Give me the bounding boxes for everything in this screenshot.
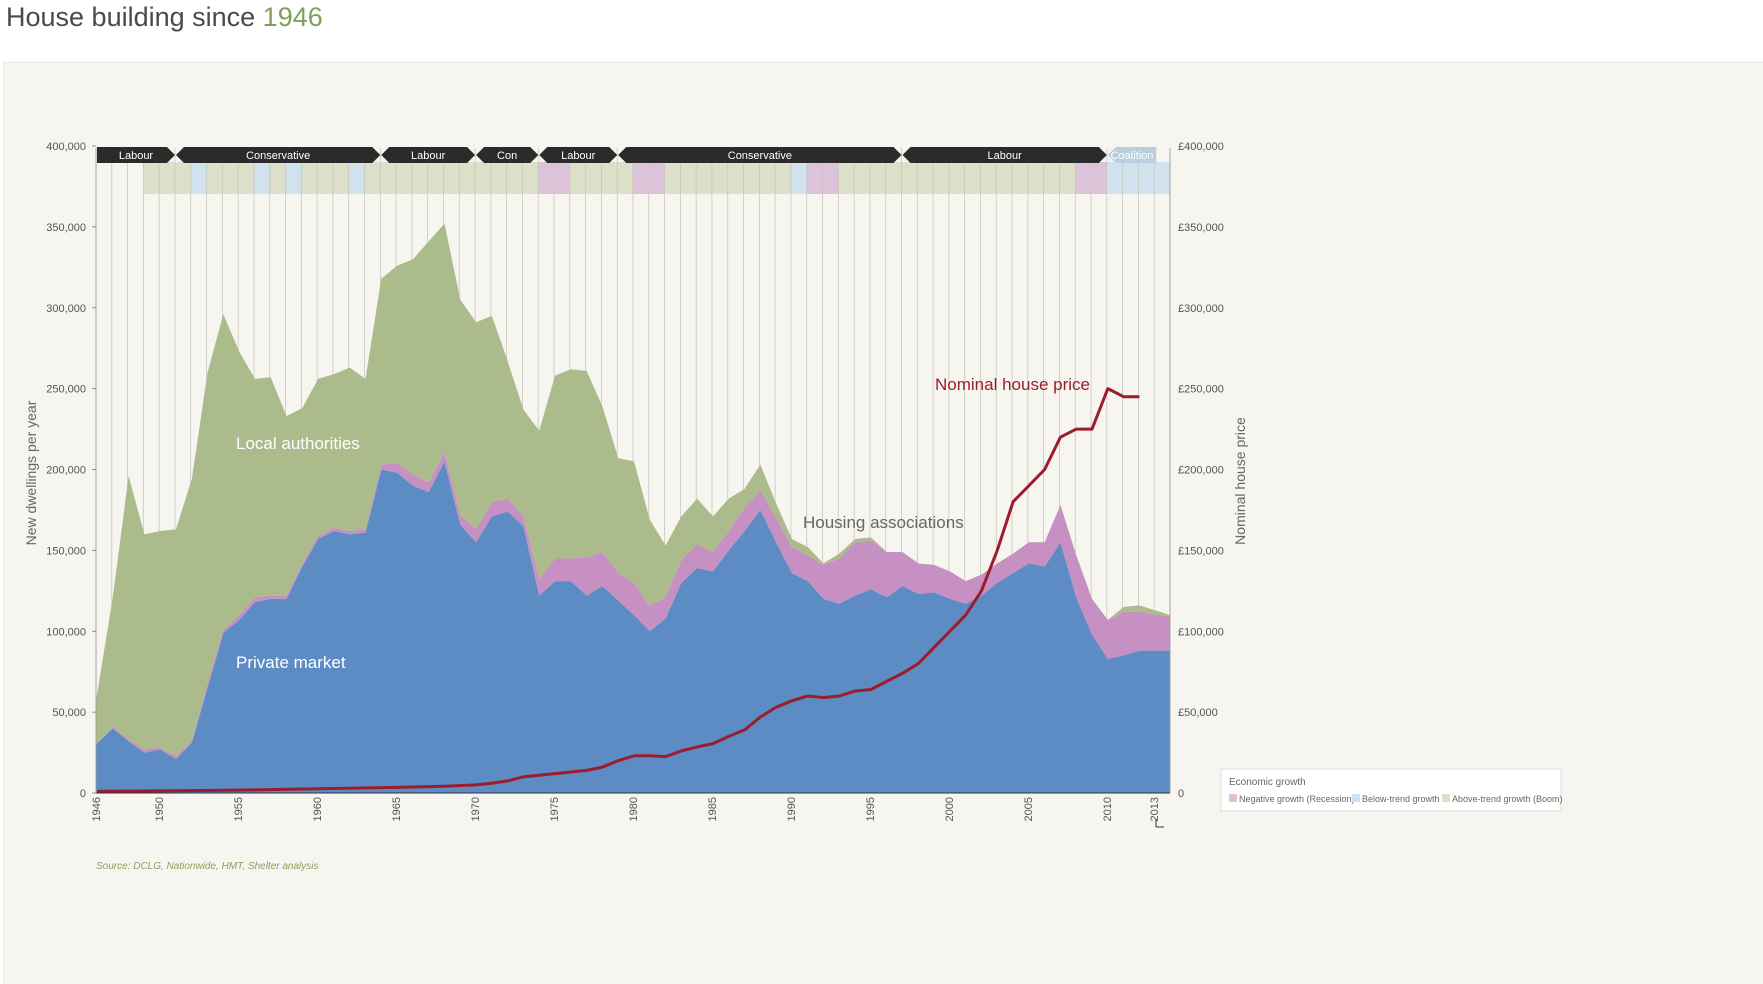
government-bar [618,147,902,163]
growth-band-below [790,162,807,194]
legend-label-below: Below-trend growth [1362,794,1440,804]
x-tick-label: 1990 [786,797,798,821]
y-axis-title: New dwellings per year [23,400,39,545]
area-layer [96,223,1170,793]
chart-panel: Labour Conservative Labour Con Labour Conserv… [3,62,1763,984]
y-tick-label: 300,000 [46,303,86,315]
legend-label-boom: Above-trend growth (Boom) [1452,794,1563,804]
x-tick-label: 1980 [628,797,640,821]
government-label: Labour [119,150,154,162]
growth-band-below [190,162,207,194]
government-label: Labour [988,150,1023,162]
growth-band-below [253,162,270,194]
government-bar [381,147,476,163]
y-tick-label: 150,000 [46,545,86,557]
government-label: Con [497,150,517,162]
house-price-line [96,387,1140,793]
legend-swatch-boom [1442,794,1450,802]
y2-tick-label: 0 [1178,788,1184,800]
y2-tick-label: £400,000 [1178,141,1224,153]
x-tick-label: 1985 [707,797,719,821]
growth-band-boom [301,162,349,194]
y-tick-label: 250,000 [46,384,86,396]
legend: Economic growth Negative growth (Recessio… [1220,768,1563,812]
x-tick-label: 2010 [1102,797,1114,821]
page-title-text: House building since [6,2,263,32]
page-title: House building since 1946 [6,2,323,33]
legend-label-recession: Negative growth (Recession) [1239,794,1355,804]
government-bar [476,147,539,163]
legend-swatch-recession [1229,794,1237,802]
growth-band-below [348,162,365,194]
y2-tick-label: £100,000 [1178,626,1224,638]
local-authorities-area [96,223,1170,756]
y-tick-label: 50,000 [52,707,86,719]
government-bar [97,147,175,163]
y2-tick-label: £250,000 [1178,384,1224,396]
government-label: Conservative [728,150,792,162]
x-tick-label: 2005 [1023,797,1035,821]
x-tick-label: 1960 [312,797,324,821]
x-tick-label: 1946 [91,797,103,821]
growth-band-boom [269,162,286,194]
x-tick-label: 2013 [1149,797,1161,821]
x-tick-label: 2000 [944,797,956,821]
x-tick-label: 1975 [549,797,561,821]
x-tick-label: 1950 [154,797,166,821]
legend-swatch-below [1352,794,1360,802]
annotation-housing-associations: Housing associations [803,513,964,532]
annotation-private-market: Private market [236,653,346,672]
y-tick-label: 350,000 [46,222,86,234]
source-note: Source: DCLG, Nationwide, HMT, Shelter a… [96,861,319,872]
x-tick-label: 1955 [233,797,245,821]
government-layer: Labour Conservative Labour Con Labour Conserv… [97,147,1157,163]
y2-tick-label: £300,000 [1178,303,1224,315]
label-layer: Local authorities Private market Housing a… [96,375,1090,872]
growth-band-layer [143,162,1170,194]
axes-layer: 0 50,000 100,000 150,000 200,000 250,000 300,0… [23,141,1248,828]
y2-tick-label: £350,000 [1178,222,1224,234]
y2-axis-title: Nominal house price [1232,417,1248,545]
government-label: Conservative [246,150,310,162]
annotation-house-price: Nominal house price [935,375,1090,394]
legend-box [1220,768,1562,812]
housing-associations-area [96,451,1170,760]
price-layer [96,387,1140,793]
government-label: Labour [561,150,596,162]
growth-band-boom [206,162,254,194]
government-label: Labour [411,150,446,162]
y-tick-label: 200,000 [46,465,86,477]
x-tick-label: 1970 [470,797,482,821]
government-bar [1107,147,1157,163]
government-label: Coalition [1111,150,1154,162]
y2-tick-label: £50,000 [1178,707,1218,719]
government-bar [175,147,381,163]
government-bar [539,147,618,163]
private-market-area [96,461,1170,793]
y-tick-label: 100,000 [46,626,86,638]
house-building-chart: Labour Conservative Labour Con Labour Conserv… [23,141,1563,872]
government-bar [902,147,1107,163]
y-tick-label: 0 [80,788,86,800]
growth-band-boom [364,162,539,194]
legend-title: Economic growth [1229,777,1306,788]
annotation-local-authorities: Local authorities [236,434,360,453]
y2-tick-label: £150,000 [1178,545,1224,557]
y-tick-label: 400,000 [46,141,86,153]
x-tick-label: 1965 [391,797,403,821]
x-tick-label: 1995 [865,797,877,821]
growth-band-boom [838,162,1076,194]
growth-band-boom [143,162,191,194]
y2-tick-label: £200,000 [1178,465,1224,477]
growth-band-below [285,162,302,194]
page-title-year: 1946 [262,2,323,32]
